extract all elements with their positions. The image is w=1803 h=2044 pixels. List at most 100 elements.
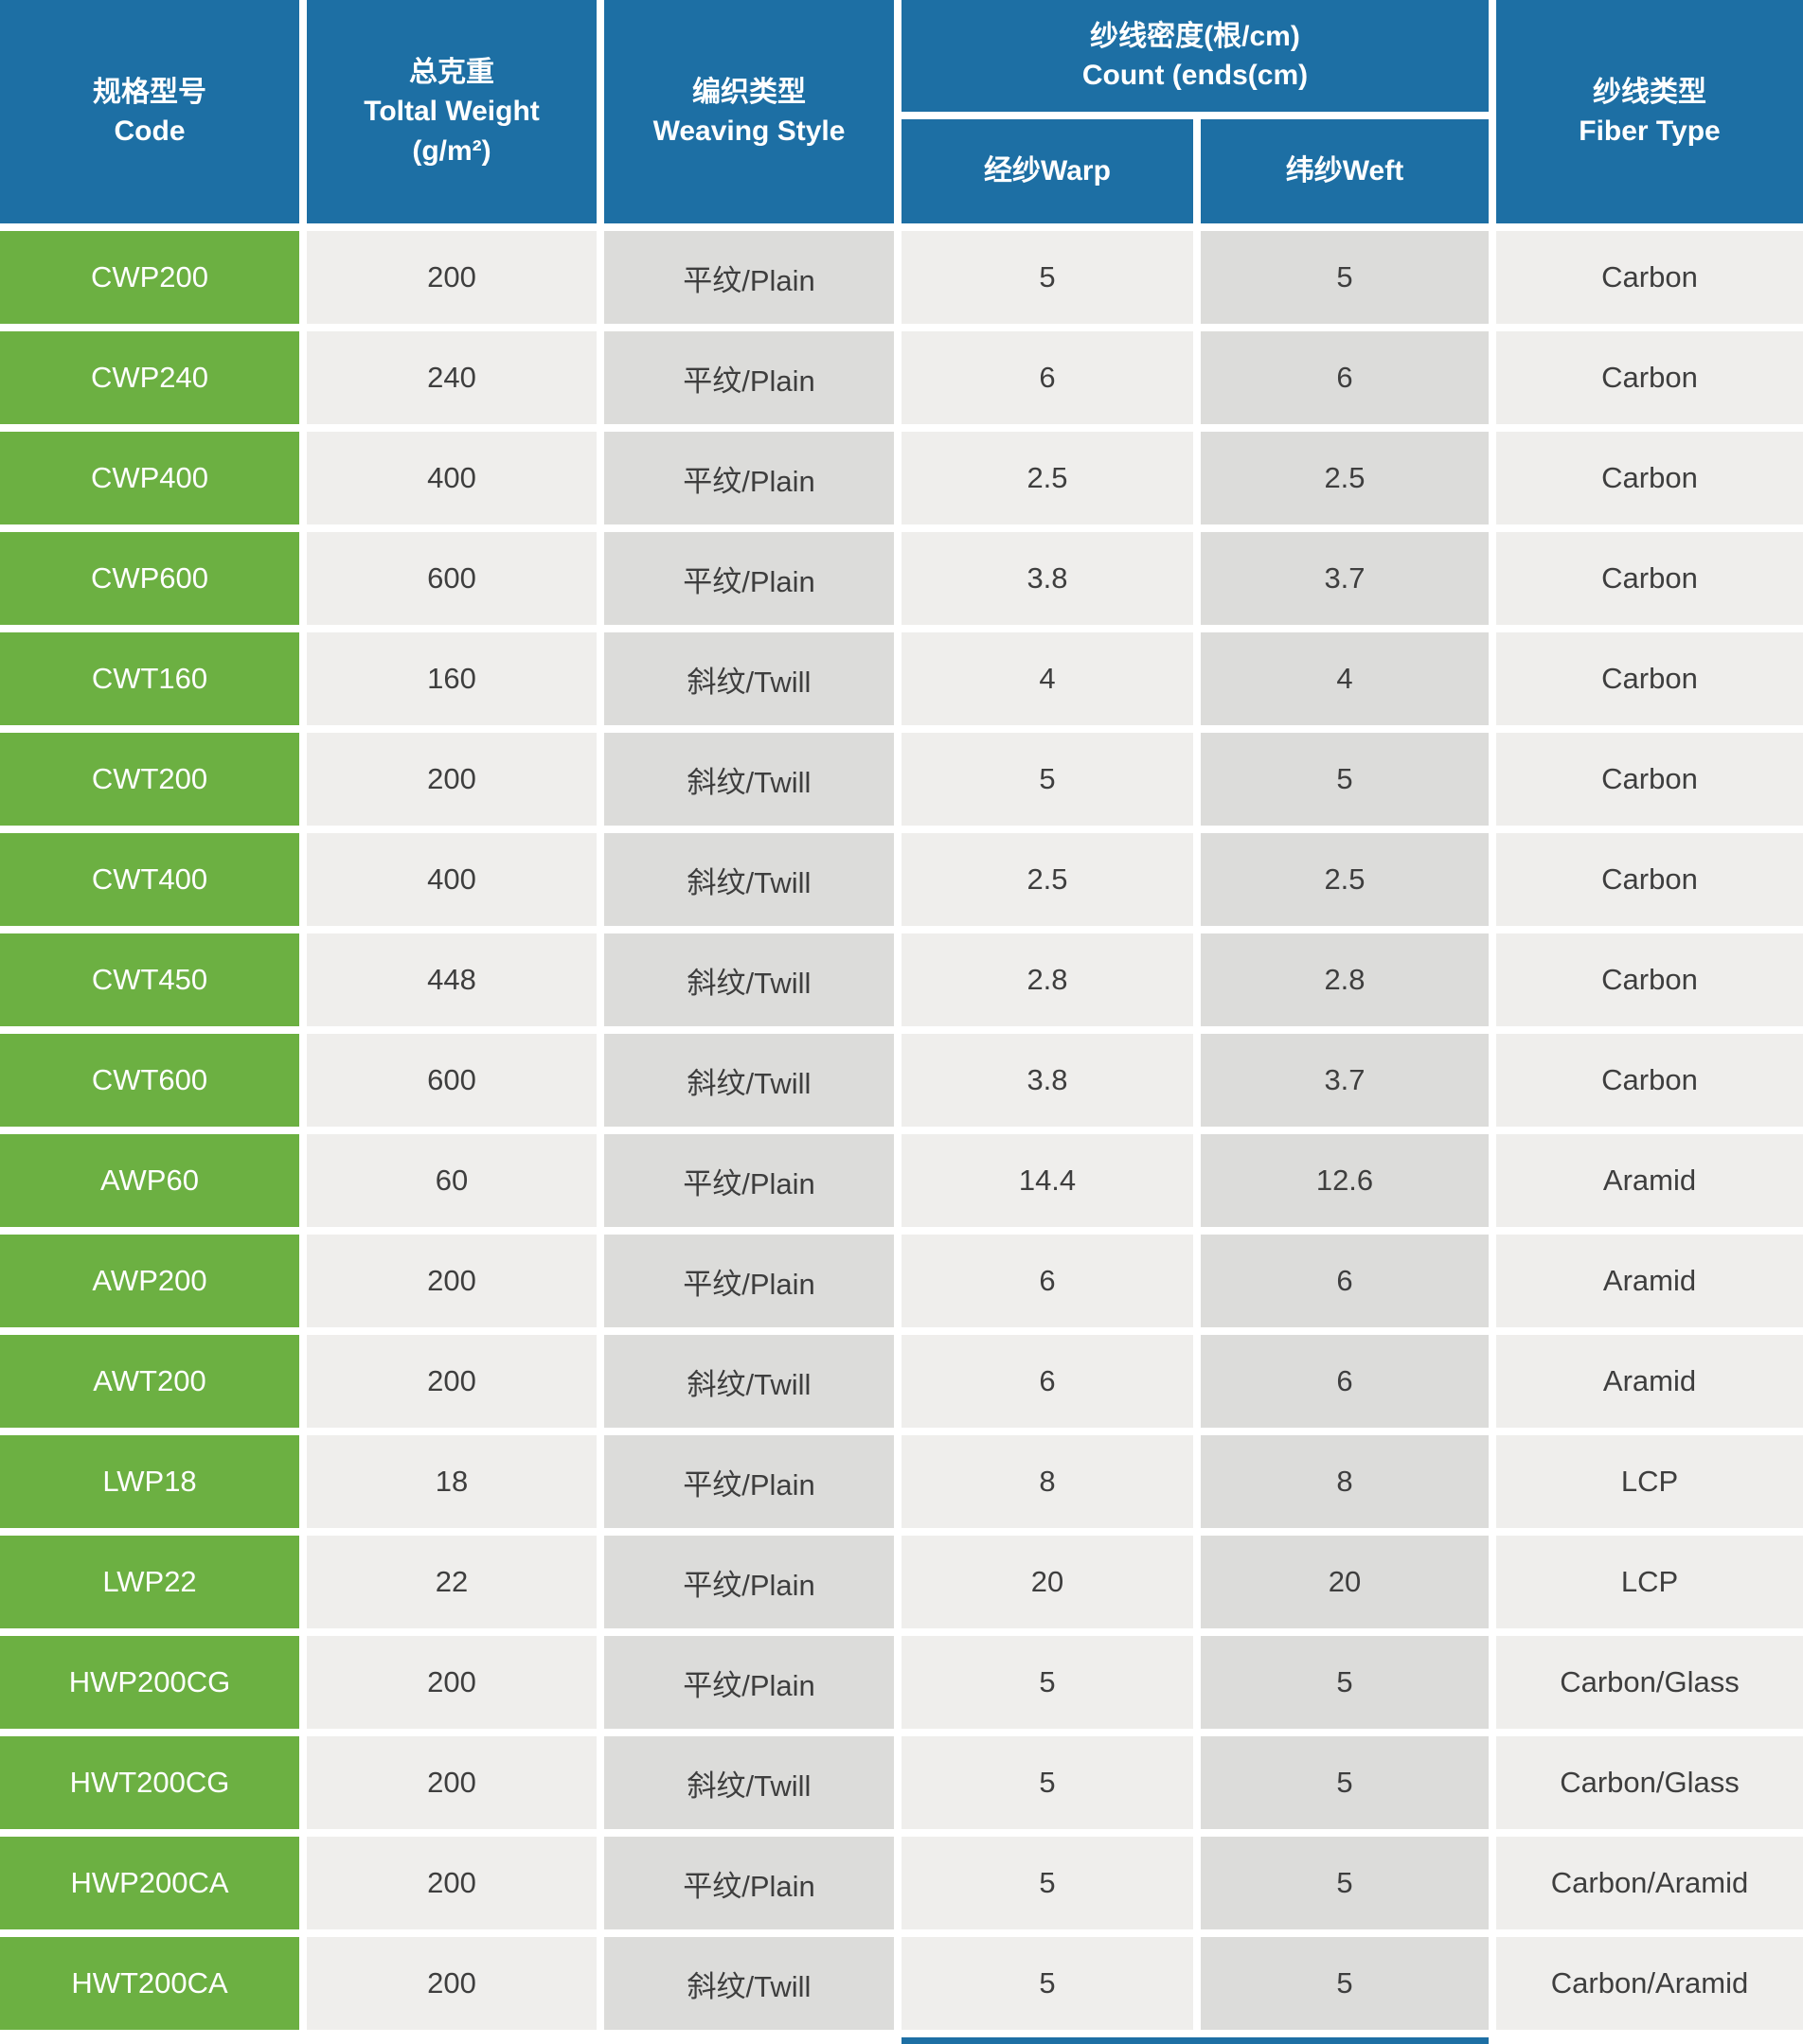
fiber-cell: Carbon/Aramid bbox=[1496, 1937, 1803, 2030]
weaving-cell: 斜纹/Twill bbox=[604, 1937, 894, 2030]
weaving-cell: 平纹/Plain bbox=[604, 231, 894, 324]
fiber-cell: LCP bbox=[1496, 1435, 1803, 1528]
header-weaving-en: Weaving Style bbox=[652, 116, 846, 147]
code-cell: CWT200 bbox=[0, 733, 299, 826]
weaving-cell: 平纹/Plain bbox=[604, 1636, 894, 1729]
weight-cell: 400 bbox=[307, 833, 597, 926]
weight-cell: 200 bbox=[307, 1937, 597, 2030]
fiber-cell: Carbon bbox=[1496, 933, 1803, 1026]
weft-cell: 6 bbox=[1201, 331, 1489, 424]
weight-cell: 160 bbox=[307, 632, 597, 725]
weaving-cell: 平纹/Plain bbox=[604, 331, 894, 424]
warp-cell: 4 bbox=[902, 632, 1193, 725]
weft-cell: 5 bbox=[1201, 1837, 1489, 1929]
weft-cell: 2.8 bbox=[1201, 933, 1489, 1026]
header-weft-label: 纬纱Weft bbox=[1285, 155, 1404, 187]
header-total-weight: 总克重 Toltal Weight (g/m²) bbox=[307, 0, 597, 223]
header-count-en: Count (ends(cm) bbox=[1081, 60, 1309, 91]
fiber-cell: LCP bbox=[1496, 1536, 1803, 1628]
code-cell: HWT200CA bbox=[0, 1937, 299, 2030]
fiber-cell: Carbon bbox=[1496, 532, 1803, 625]
weft-cell: 6 bbox=[1201, 1235, 1489, 1327]
header-fiber-en: Fiber Type bbox=[1579, 116, 1721, 147]
weaving-cell: 斜纹/Twill bbox=[604, 632, 894, 725]
warp-cell: 6 bbox=[902, 1235, 1193, 1327]
weft-cell: 5 bbox=[1201, 1636, 1489, 1729]
code-cell: HWT200CG bbox=[0, 1736, 299, 1829]
header-warp-label: 经纱Warp bbox=[984, 155, 1111, 187]
header-code-zh: 规格型号 bbox=[93, 76, 206, 108]
code-cell: CWP200 bbox=[0, 231, 299, 324]
weaving-cell: 平纹/Plain bbox=[604, 1536, 894, 1628]
weight-cell: 200 bbox=[307, 1235, 597, 1327]
weight-cell: 200 bbox=[307, 1636, 597, 1729]
weight-cell: 448 bbox=[307, 933, 597, 1026]
weight-cell: 22 bbox=[307, 1536, 597, 1628]
weft-cell: 8 bbox=[1201, 1435, 1489, 1528]
warp-cell: 2.5 bbox=[902, 833, 1193, 926]
weaving-cell: 平纹/Plain bbox=[604, 1837, 894, 1929]
weaving-cell: 斜纹/Twill bbox=[604, 933, 894, 1026]
code-cell: CWP240 bbox=[0, 331, 299, 424]
header-warp: 经纱Warp bbox=[902, 119, 1193, 223]
weight-cell: 600 bbox=[307, 1034, 597, 1127]
warp-cell: 3.8 bbox=[902, 1034, 1193, 1127]
weft-cell: 20 bbox=[1201, 1536, 1489, 1628]
weight-cell: 200 bbox=[307, 1837, 597, 1929]
header-weight-unit: (g/m²) bbox=[412, 134, 491, 167]
warp-cell: 3.8 bbox=[902, 532, 1193, 625]
fiber-cell: Carbon bbox=[1496, 432, 1803, 524]
warp-cell: 14.4 bbox=[902, 1134, 1193, 1227]
weight-cell: 200 bbox=[307, 733, 597, 826]
header-weight-en: Toltal Weight bbox=[364, 96, 540, 128]
weaving-cell: 斜纹/Twill bbox=[604, 1736, 894, 1829]
fiber-cell: Carbon bbox=[1496, 733, 1803, 826]
weft-cell: 5 bbox=[1201, 1937, 1489, 2030]
code-cell: CWT450 bbox=[0, 933, 299, 1026]
weaving-cell: 斜纹/Twill bbox=[604, 733, 894, 826]
weaving-cell: 平纹/Plain bbox=[604, 1235, 894, 1327]
weft-cell: 5 bbox=[1201, 1736, 1489, 1829]
warp-cell: 20 bbox=[902, 1536, 1193, 1628]
fiber-cell: Aramid bbox=[1496, 1335, 1803, 1428]
weaving-cell: 斜纹/Twill bbox=[604, 1034, 894, 1127]
weight-cell: 200 bbox=[307, 1335, 597, 1428]
header-code: 规格型号 Code bbox=[0, 0, 299, 223]
fiber-cell: Carbon bbox=[1496, 632, 1803, 725]
weft-cell: 2.5 bbox=[1201, 432, 1489, 524]
warp-cell: 5 bbox=[902, 1736, 1193, 1829]
warp-cell: 5 bbox=[902, 1636, 1193, 1729]
header-fiber-type: 纱线类型 Fiber Type bbox=[1496, 0, 1803, 223]
fiber-cell: Carbon/Aramid bbox=[1496, 1837, 1803, 1929]
weaving-cell: 平纹/Plain bbox=[604, 532, 894, 625]
weft-cell: 4 bbox=[1201, 632, 1489, 725]
code-cell: CWP600 bbox=[0, 532, 299, 625]
header-weaving-zh: 编织类型 bbox=[692, 76, 806, 108]
warp-cell: 5 bbox=[902, 1937, 1193, 2030]
header-code-en: Code bbox=[114, 116, 186, 147]
fiber-cell: Carbon/Glass bbox=[1496, 1636, 1803, 1729]
fiber-cell: Carbon bbox=[1496, 833, 1803, 926]
header-weight-zh: 总克重 bbox=[409, 56, 494, 88]
warp-cell: 6 bbox=[902, 331, 1193, 424]
warp-cell: 6 bbox=[902, 1335, 1193, 1428]
header-weft: 纬纱Weft bbox=[1201, 119, 1489, 223]
code-cell: AWP200 bbox=[0, 1235, 299, 1327]
weight-cell: 18 bbox=[307, 1435, 597, 1528]
code-cell: CWT160 bbox=[0, 632, 299, 725]
weight-cell: 60 bbox=[307, 1134, 597, 1227]
header-weaving-style: 编织类型 Weaving Style bbox=[604, 0, 894, 223]
warp-cell: 2.8 bbox=[902, 933, 1193, 1026]
fiber-cell: Aramid bbox=[1496, 1235, 1803, 1327]
weight-cell: 200 bbox=[307, 231, 597, 324]
weft-cell: 5 bbox=[1201, 231, 1489, 324]
weft-cell: 3.7 bbox=[1201, 1034, 1489, 1127]
code-cell: HWP200CA bbox=[0, 1837, 299, 1929]
weight-cell: 400 bbox=[307, 432, 597, 524]
code-cell: AWT200 bbox=[0, 1335, 299, 1428]
weaving-cell: 平纹/Plain bbox=[604, 1435, 894, 1528]
warp-cell: 2.5 bbox=[902, 432, 1193, 524]
fiber-cell: Carbon/Glass bbox=[1496, 1736, 1803, 1829]
warp-cell: 5 bbox=[902, 1837, 1193, 1929]
